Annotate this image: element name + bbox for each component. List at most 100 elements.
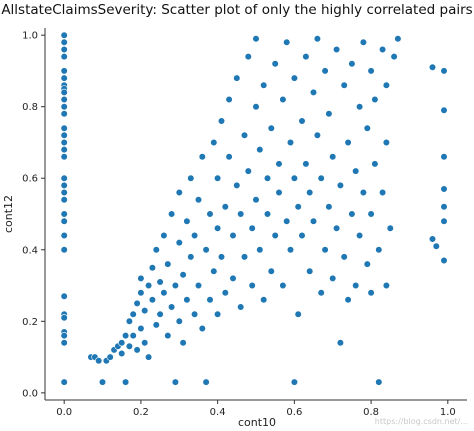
scatter-point (60, 31, 68, 39)
scatter-point (356, 103, 364, 111)
x-axis-label: cont10 (238, 416, 276, 429)
scatter-point (60, 314, 68, 322)
chart-title: AllstateClaimsSeverity: Scatter plot of … (1, 2, 472, 18)
scatter-point (179, 271, 187, 279)
scatter-point (371, 160, 379, 168)
scatter-point (198, 324, 206, 333)
scatter-point (340, 253, 348, 261)
scatter-point (233, 181, 241, 189)
scatter-point (363, 260, 371, 268)
scatter-point (428, 63, 437, 71)
scatter-point (129, 310, 137, 318)
scatter-point (152, 321, 160, 329)
scatter-point (321, 246, 329, 254)
scatter-point (260, 296, 268, 304)
x-axis-ticks: 0.0 0.2 0.4 0.6 0.8 1.0 (56, 400, 456, 418)
scatter-point (145, 353, 153, 361)
x-tick-label: 0.2 (133, 407, 149, 418)
scatter-point (440, 217, 448, 225)
scatter-point (363, 124, 371, 132)
scatter-point (290, 174, 299, 182)
scatter-point (252, 35, 260, 43)
scatter-point (440, 185, 448, 193)
scatter-point (60, 74, 68, 82)
scatter-point (60, 210, 68, 218)
scatter-point (60, 45, 68, 54)
scatter-point (60, 188, 68, 197)
scatter-point (313, 131, 322, 139)
scatter-point (129, 332, 137, 340)
scatter-point (333, 224, 341, 232)
scatter-point (148, 264, 156, 272)
scatter-point (194, 281, 203, 290)
scatter-point (60, 110, 68, 118)
scatter-point (432, 242, 440, 250)
scatter-point (394, 35, 402, 43)
scatter-point (375, 378, 383, 386)
y-tick-label: 0.8 (22, 102, 38, 113)
scatter-point (60, 174, 68, 182)
scatter-point (229, 231, 237, 240)
watermark-text: https://blog.csdn.net/... (375, 417, 468, 426)
scatter-point (359, 38, 368, 46)
scatter-point (279, 281, 287, 290)
scatter-point (336, 181, 345, 189)
scatter-point (133, 346, 141, 354)
scatter-point (160, 231, 168, 240)
scatter-point (60, 131, 68, 139)
scatter-point (294, 310, 302, 318)
scatter-point (95, 357, 103, 365)
scatter-point (148, 296, 156, 304)
x-tick-label: 0.0 (56, 407, 72, 418)
scatter-point (367, 289, 375, 297)
scatter-point (286, 138, 295, 147)
scatter-point (164, 260, 172, 268)
scatter-point (191, 231, 199, 240)
scatter-point (240, 131, 249, 139)
scatter-point (294, 203, 302, 211)
scatter-point (145, 281, 153, 290)
scatter-point (141, 307, 149, 315)
scatter-point (121, 378, 130, 386)
scatter-point (256, 146, 264, 154)
scatter-point (206, 296, 214, 304)
scatter-point (60, 292, 68, 300)
scatter-point (60, 196, 68, 204)
scatter-point (267, 267, 275, 275)
scatter-point (348, 210, 356, 218)
scatter-point (290, 74, 299, 82)
scatter-point (191, 310, 199, 318)
scatter-point (206, 210, 214, 218)
scatter-point (60, 146, 68, 154)
scatter-point (210, 138, 218, 147)
scatter-point (118, 339, 126, 347)
scatter-point (283, 217, 291, 225)
scatter-point (321, 67, 329, 75)
scatter-point (164, 332, 172, 340)
scatter-point (329, 274, 337, 283)
scatter-point (221, 203, 229, 211)
scatter-point (187, 174, 195, 182)
scatter-point (298, 231, 306, 240)
y-tick-label: 1.0 (22, 31, 38, 42)
scatter-point (225, 95, 233, 104)
scatter-point (183, 217, 191, 225)
y-tick-label: 0.0 (22, 388, 38, 399)
scatter-point (248, 224, 256, 232)
scatter-point (137, 274, 145, 283)
scatter-point (60, 231, 68, 240)
scatter-point (171, 281, 179, 290)
scatter-point (106, 353, 114, 361)
scatter-point (60, 153, 68, 161)
scatter-point (60, 332, 68, 340)
scatter-point (252, 196, 260, 204)
scatter-point (133, 299, 141, 308)
scatter-point (198, 153, 206, 161)
scatter-point (137, 289, 145, 297)
scatter-point (336, 339, 345, 347)
scatter-point (160, 289, 168, 297)
scatter-point (298, 117, 306, 125)
scatter-point (118, 349, 126, 358)
scatter-point (237, 210, 245, 218)
scatter-point (60, 339, 68, 347)
